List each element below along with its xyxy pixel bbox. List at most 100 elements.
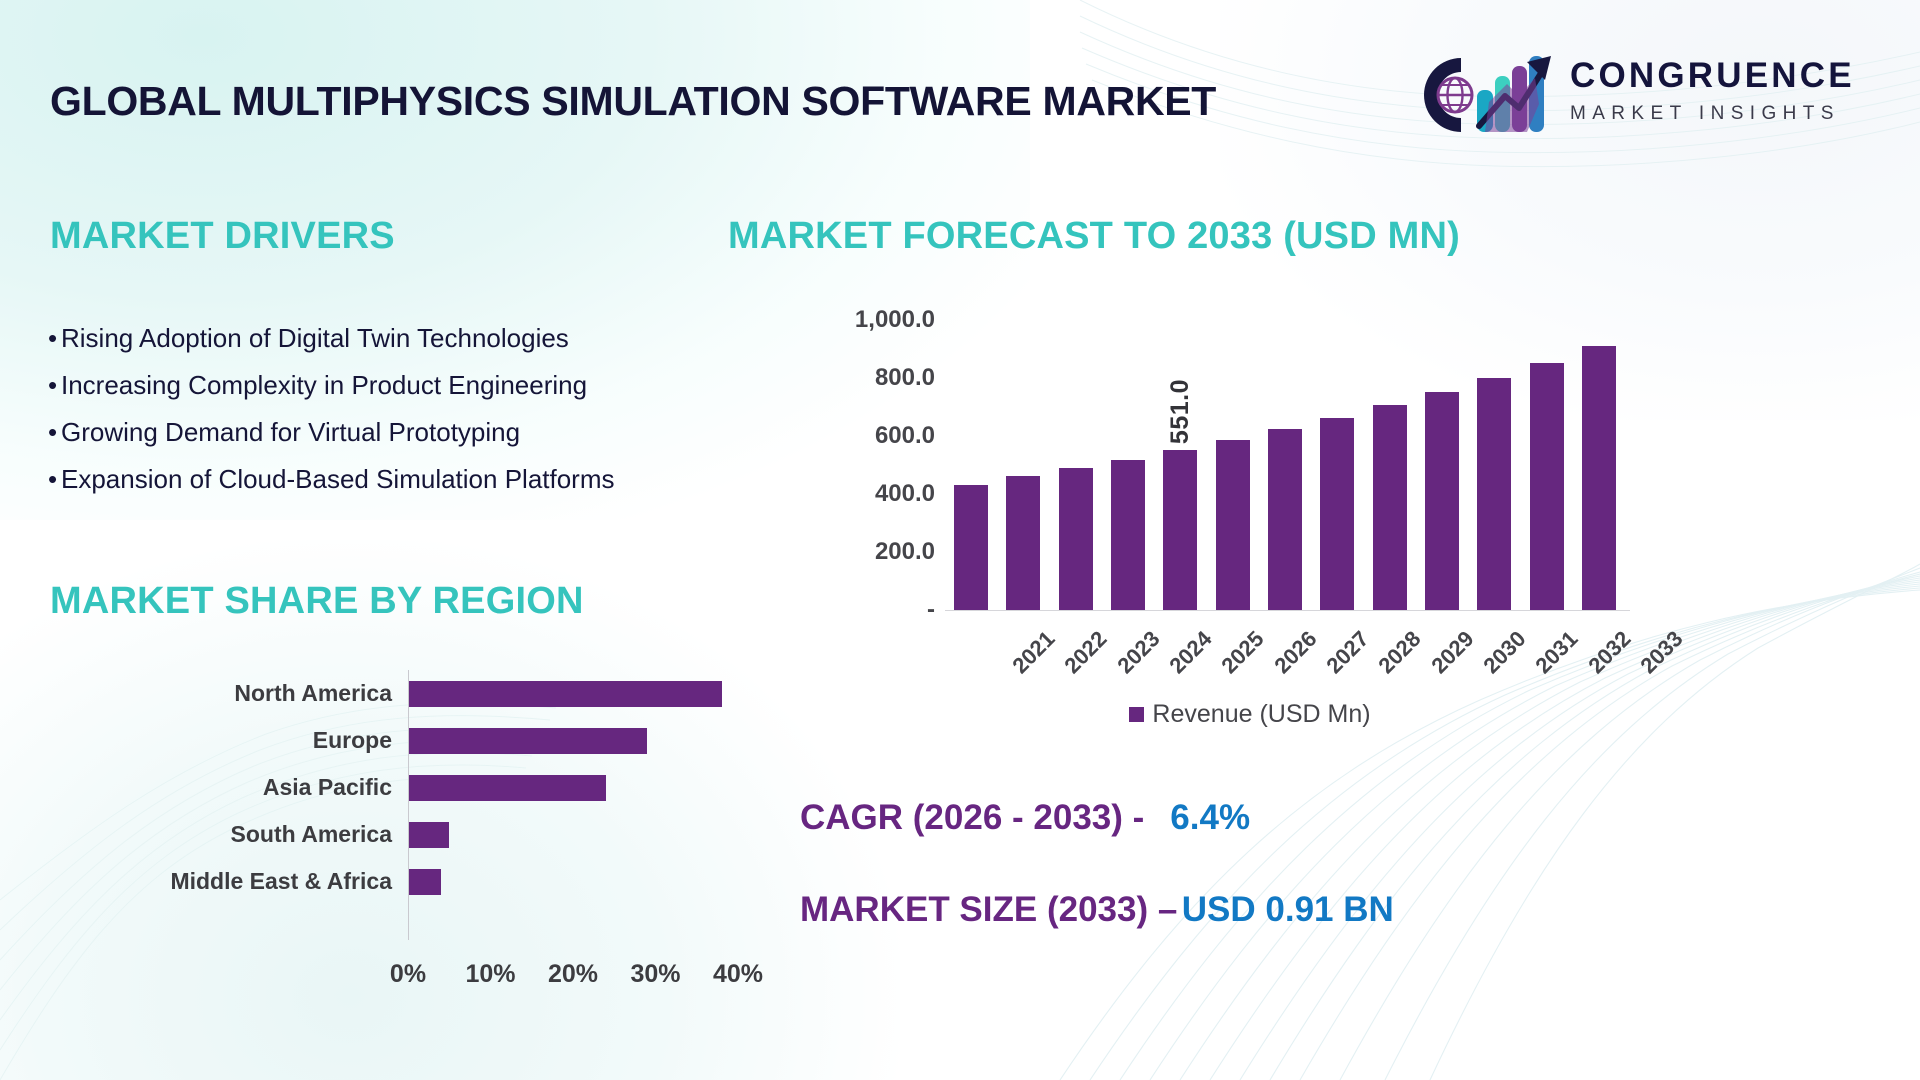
forecast-bar: [1268, 429, 1302, 610]
region-row: Asia Pacific: [40, 764, 760, 811]
bullet-icon: •: [48, 370, 58, 400]
region-tick-label: 0%: [389, 960, 427, 988]
forecast-y-tick-label: 1,000.0: [854, 306, 935, 333]
stats-block: CAGR (2026 - 2033) - 6.4% MARKET SIZE (20…: [800, 800, 1820, 927]
forecast-bar: [1581, 346, 1616, 610]
forecast-bar-chart: -200.0 400.0 600.0 800.0 1,000.0 551.0 2021 2…: [750, 290, 1750, 690]
background-bottom-wash: [0, 540, 900, 1080]
forecast-baseline: [945, 610, 1630, 611]
region-label: Asia Pacific: [262, 774, 392, 800]
driver-label: Increasing Complexity in Product Enginee…: [61, 370, 588, 400]
forecast-x-tick-label: 2032: [1582, 626, 1636, 679]
region-tick-label: 10%: [465, 960, 516, 988]
region-label: North America: [234, 680, 392, 706]
forecast-x-tick-label: 2022: [1059, 626, 1113, 679]
forecast-x-tick-label: 2021: [1007, 626, 1060, 679]
page-title: GLOBAL MULTIPHYSICS SIMULATION SOFTWARE …: [50, 78, 1217, 124]
brand-logo: CONGRUENCE MARKET INSIGHTS: [1415, 48, 1880, 143]
forecast-x-tick-label: 2029: [1425, 626, 1479, 679]
forecast-bar: [1111, 459, 1146, 610]
region-row: Europe: [40, 717, 760, 764]
region-bar-zone: [408, 670, 760, 717]
region-row: North America: [40, 670, 760, 717]
region-axis-line: [408, 670, 409, 940]
forecast-bar: [1529, 362, 1564, 610]
forecast-bar: [1320, 417, 1355, 610]
region-bar: [408, 680, 722, 707]
market-size-value: USD 0.91 BN: [1181, 890, 1394, 929]
forecast-x-tick-label: 2025: [1216, 626, 1270, 679]
region-tick-label: 20%: [547, 960, 599, 988]
forecast-bar: [1424, 392, 1459, 610]
market-drivers-heading: MARKET DRIVERS: [50, 215, 395, 257]
forecast-x-tick-label: 2027: [1321, 626, 1374, 679]
cagr-label: CAGR (2026 - 2033) -: [800, 798, 1145, 837]
forecast-legend: Revenue (USD Mn): [750, 700, 1750, 729]
market-share-heading: MARKET SHARE BY REGION: [50, 580, 584, 622]
driver-label: Growing Demand for Virtual Prototyping: [61, 417, 521, 447]
region-bar: [408, 868, 441, 895]
forecast-y-axis-labels: - 200.0 400.0 600.0 800.0 1,000.0: [750, 290, 935, 630]
legend-label: Revenue (USD Mn): [1152, 700, 1371, 728]
region-label: Europe: [312, 727, 392, 753]
region-label: South America: [230, 821, 392, 847]
market-size-label: MARKET SIZE (2033) –: [800, 890, 1178, 929]
logo-tagline: MARKET INSIGHTS: [1570, 103, 1840, 124]
forecast-y-tick-label: -: [927, 596, 935, 623]
forecast-bar: [1163, 450, 1198, 610]
bullet-icon: •: [48, 323, 58, 353]
region-bar: [408, 774, 606, 801]
region-bar-zone: [408, 717, 760, 764]
cagr-line: CAGR (2026 - 2033) - 6.4%: [800, 800, 1820, 835]
right-column: MARKET FORECAST TO 2033 (USD MN) - 200.0 4…: [728, 0, 1920, 1080]
list-item: • Growing Demand for Virtual Prototyping: [48, 419, 868, 445]
region-share-bar-chart: North America Europe Asia Pacific South Ame…: [40, 670, 763, 1070]
forecast-x-tick-label: 2026: [1269, 626, 1322, 679]
forecast-x-tick-label: 2024: [1164, 626, 1217, 679]
list-item: • Expansion of Cloud-Based Simulation Pla…: [48, 466, 868, 492]
cmi-globe-growth-logo-icon: [1424, 56, 1551, 132]
region-bar-zone: [408, 811, 760, 858]
forecast-bar: [1058, 468, 1093, 610]
forecast-bar: [1006, 476, 1041, 610]
forecast-heading-wrap: MARKET FORECAST TO 2033 (USD MN): [728, 215, 1828, 258]
market-drivers-list: • Rising Adoption of Digital Twin Technol…: [48, 325, 868, 513]
driver-label: Expansion of Cloud-Based Simulation Plat…: [61, 464, 615, 494]
header: GLOBAL MULTIPHYSICS SIMULATION SOFTWARE …: [0, 0, 1920, 180]
logo-name: CONGRUENCE: [1570, 56, 1855, 95]
legend-swatch-icon: [1129, 707, 1145, 722]
region-row: South America: [40, 811, 760, 858]
cagr-value: 6.4%: [1170, 798, 1251, 837]
list-item: • Rising Adoption of Digital Twin Technol…: [48, 325, 868, 351]
forecast-x-tick-label: 2030: [1478, 626, 1531, 679]
forecast-x-axis-labels: 2021 2022 2023 2024 2025 2026 2027 2028 2029 2030…: [945, 620, 1687, 700]
logo-text: CONGRUENCE MARKET INSIGHTS: [1570, 58, 1855, 123]
region-rows: North America Europe Asia Pacific South Ame…: [40, 670, 760, 905]
forecast-y-tick-label: 400.0: [874, 480, 935, 507]
region-row: Middle East & Africa: [40, 858, 760, 905]
region-tick-label: 30%: [630, 960, 681, 988]
forecast-value-label: 551.0: [1166, 379, 1195, 445]
region-bar-zone: [408, 858, 760, 905]
forecast-plot-area: 551.0: [945, 320, 1625, 610]
market-forecast-heading: MARKET FORECAST TO 2033 (USD MN): [728, 215, 1460, 257]
bullet-icon: •: [48, 464, 58, 494]
forecast-bar: [1477, 378, 1512, 610]
forecast-bar: [954, 484, 989, 610]
region-bar: [408, 821, 450, 848]
market-size-line: MARKET SIZE (2033) – USD 0.91 BN: [800, 892, 1820, 927]
forecast-bar: [1215, 440, 1250, 610]
forecast-x-tick-label: 2028: [1373, 626, 1426, 679]
region-tick-label: 40%: [712, 960, 764, 988]
forecast-x-tick-label: 2023: [1112, 626, 1165, 679]
region-axis-ticks: 0% 10% 20% 30% 40%: [390, 960, 763, 1000]
forecast-y-tick-label: 800.0: [874, 364, 935, 391]
driver-label: Rising Adoption of Digital Twin Technolo…: [61, 323, 569, 353]
forecast-x-tick-label: 2031: [1530, 626, 1583, 679]
forecast-x-tick-label: 2033: [1635, 626, 1688, 679]
forecast-y-tick-label: 600.0: [874, 422, 935, 449]
forecast-y-tick-label: 200.0: [874, 538, 935, 565]
region-bar-zone: [408, 764, 760, 811]
